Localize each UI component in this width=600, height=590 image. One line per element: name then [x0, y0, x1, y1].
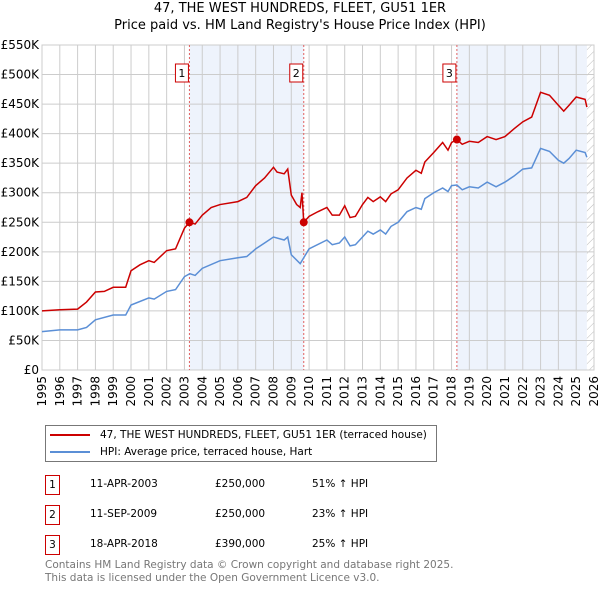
x-tick-label: 2013 [356, 376, 370, 407]
x-tick-label: 2006 [231, 376, 245, 407]
sale-number-badge: 1 [45, 475, 60, 495]
sale-point [299, 218, 308, 227]
x-tick-label: 2005 [213, 376, 227, 407]
y-tick-label: £50K [8, 333, 40, 347]
x-tick-label: 2011 [320, 376, 334, 407]
x-tick-label: 2004 [195, 376, 209, 407]
x-tick-label: 2007 [249, 376, 263, 407]
red-line-swatch [50, 434, 90, 436]
series-line [41, 91, 588, 312]
x-tick-label: 2002 [160, 376, 174, 407]
sale-point [185, 218, 194, 227]
legend-label: 47, THE WEST HUNDREDS, FLEET, GU51 1ER (… [100, 429, 427, 441]
x-tick-label: 2018 [445, 376, 459, 407]
x-tick-label: 2023 [534, 376, 548, 407]
x-tick-label: 1999 [106, 376, 120, 407]
y-tick-label: £500K [1, 68, 41, 82]
y-tick-label: £150K [1, 274, 41, 288]
x-tick-label: 1997 [71, 376, 85, 407]
x-tick-label: 2001 [142, 376, 156, 407]
x-tick-label: 2015 [391, 376, 405, 407]
x-tick-label: 2009 [284, 376, 298, 407]
sale-label-box [174, 63, 189, 83]
x-tick-label: 2012 [338, 376, 352, 407]
legend-item-hpi: HPI: Average price, terraced house, Hart [50, 444, 312, 460]
sale-hpi-change: 23% ↑ HPI [312, 508, 369, 520]
y-tick-label: £350K [1, 156, 41, 170]
sale-label-number: 3 [446, 67, 453, 80]
sale-price: £250,000 [215, 478, 266, 490]
blue-line-swatch [50, 451, 90, 453]
y-tick-label: £250K [1, 215, 41, 229]
plot-border [41, 44, 595, 371]
legend: 47, THE WEST HUNDREDS, FLEET, GU51 1ER (… [45, 425, 437, 462]
sale-period-shading [189, 45, 304, 370]
sale-price: £250,000 [215, 508, 266, 520]
sale-hpi-change: 25% ↑ HPI [312, 538, 369, 550]
sale-period-shading [456, 45, 587, 370]
sale-price: £390,000 [215, 538, 266, 550]
sale-date: 11-APR-2003 [90, 478, 158, 490]
y-tick-label: £0 [24, 363, 39, 377]
y-tick-label: £100K [1, 304, 41, 318]
sale-number-badge: 3 [45, 535, 60, 555]
future-hatch [586, 45, 594, 370]
x-tick-label: 2008 [266, 376, 280, 407]
x-tick-label: 2016 [409, 376, 423, 407]
x-tick-label: 2020 [480, 376, 494, 407]
x-tick-label: 1998 [88, 376, 102, 407]
y-tick-label: £550K [1, 38, 41, 52]
sale-label-box [442, 63, 457, 83]
x-tick-label: 2021 [498, 376, 512, 407]
x-tick-label: 1996 [53, 376, 67, 407]
x-tick-label: 2022 [516, 376, 530, 407]
x-tick-label: 2024 [551, 376, 565, 407]
sale-point [452, 135, 461, 144]
sale-date: 11-SEP-2009 [90, 508, 158, 520]
x-tick-label: 2017 [427, 376, 441, 407]
x-tick-label: 2000 [124, 376, 138, 407]
x-tick-label: 2003 [177, 376, 191, 407]
legend-label: HPI: Average price, terraced house, Hart [100, 446, 313, 458]
x-tick-label: 2026 [587, 376, 600, 407]
y-tick-label: £300K [1, 186, 41, 200]
x-tick-label: 2010 [302, 376, 316, 407]
chart-subtitle: Price paid vs. HM Land Registry's House … [114, 18, 486, 33]
footer-copyright: Contains HM Land Registry data © Crown c… [45, 559, 454, 571]
chart-title: 47, THE WEST HUNDREDS, FLEET, GU51 1ER [153, 1, 447, 16]
sale-label-box [289, 63, 304, 83]
x-tick-label: 2019 [462, 376, 476, 407]
legend-item-property: 47, THE WEST HUNDREDS, FLEET, GU51 1ER (… [50, 427, 427, 443]
x-tick-label: 2025 [569, 376, 583, 407]
sale-label-number: 1 [178, 67, 185, 80]
plot-area: £0 £50K £100K £150K £200K £250K £300K £350K £400… [1, 38, 600, 407]
x-tick-label: 1995 [35, 376, 49, 407]
sale-number-badge: 2 [45, 505, 60, 525]
y-tick-label: £400K [1, 127, 41, 141]
sale-hpi-change: 51% ↑ HPI [312, 478, 369, 490]
series-line [41, 147, 588, 333]
sale-label-number: 2 [293, 67, 300, 80]
footer-licence: This data is licensed under the Open Gov… [45, 572, 380, 584]
y-tick-label: £200K [1, 245, 41, 259]
sale-date: 18-APR-2018 [90, 538, 158, 550]
x-tick-label: 2014 [373, 376, 387, 407]
y-tick-label: £450K [1, 97, 41, 111]
